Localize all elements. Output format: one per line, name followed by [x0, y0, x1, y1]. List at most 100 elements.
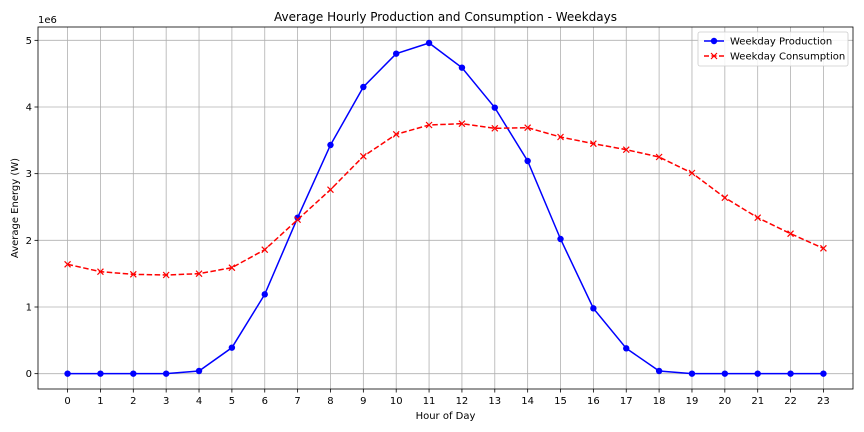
data-point — [820, 370, 827, 377]
y-tick-label: 3 — [26, 169, 32, 180]
data-point — [721, 194, 729, 202]
y-axis-label: Average Energy (W) — [10, 158, 21, 258]
data-point — [589, 140, 597, 148]
data-point — [754, 370, 761, 377]
data-point — [392, 130, 400, 138]
data-point — [655, 153, 663, 161]
data-point — [622, 146, 630, 154]
data-point — [458, 64, 466, 71]
x-tick-label: 6 — [262, 396, 268, 407]
data-point — [721, 370, 729, 377]
x-tick-label: 4 — [196, 396, 202, 407]
y-tick-label: 2 — [26, 236, 32, 247]
y-axis-offset-label: 1e6 — [38, 15, 57, 26]
x-tick-label: 9 — [360, 396, 366, 407]
y-tick-label: 0 — [26, 369, 32, 380]
data-point — [195, 367, 203, 375]
legend-item: Weekday Consumption — [704, 52, 845, 63]
x-tick-label: 15 — [554, 396, 567, 407]
data-point — [294, 216, 302, 224]
x-tick-label: 13 — [488, 396, 501, 407]
data-point — [524, 124, 532, 132]
data-point — [491, 104, 498, 111]
data-point — [754, 214, 762, 222]
data-point — [557, 133, 564, 141]
data-point — [590, 305, 597, 312]
data-point — [129, 270, 137, 278]
x-tick-label: 23 — [817, 396, 830, 407]
data-point — [557, 235, 564, 243]
x-tick-label: 17 — [620, 396, 633, 407]
y-axis-ticks: 0 1 2 3 4 5 — [26, 36, 38, 380]
data-point — [162, 370, 170, 377]
legend: Weekday Production Weekday Consumption — [697, 31, 849, 67]
data-point — [261, 246, 269, 254]
data-point — [327, 186, 334, 194]
x-tick-label: 3 — [163, 396, 169, 407]
data-point — [425, 121, 433, 129]
x-tick-label: 5 — [229, 396, 235, 407]
data-point — [261, 291, 268, 298]
x-tick-label: 14 — [521, 396, 534, 407]
data-point — [359, 152, 367, 160]
x-tick-label: 1 — [97, 396, 103, 407]
series-layer — [64, 39, 827, 377]
data-point — [97, 370, 104, 377]
series-line — [67, 42, 824, 375]
x-tick-label: 8 — [327, 396, 333, 407]
legend-label: Weekday Consumption — [730, 52, 845, 63]
legend-label: Weekday Production — [730, 37, 832, 48]
data-point — [97, 268, 104, 276]
series-production — [64, 39, 827, 377]
data-point — [195, 270, 203, 278]
data-point — [524, 157, 531, 165]
data-point — [294, 214, 301, 221]
x-axis-ticks: 0 1 2 3 4 5 6 7 8 9 10 11 12 13 14 15 16 17 18 19 20 21 22 23 — [64, 389, 830, 407]
series-line — [67, 122, 824, 276]
plot-frame — [37, 26, 854, 390]
legend-box — [697, 31, 849, 67]
legend-marker — [710, 37, 718, 45]
data-point — [688, 169, 696, 177]
y-tick-label: 1 — [26, 303, 32, 314]
data-point — [130, 370, 137, 377]
data-point — [655, 367, 663, 375]
data-point — [688, 370, 696, 377]
legend-marker — [710, 52, 718, 60]
data-point — [393, 50, 400, 57]
x-tick-label: 21 — [751, 396, 764, 407]
series-consumption — [64, 120, 827, 279]
grid-lines — [38, 27, 853, 389]
chart-title: Average Hourly Production and Consumptio… — [274, 10, 617, 24]
data-point — [491, 124, 499, 132]
data-point — [787, 370, 794, 377]
x-tick-label: 12 — [456, 396, 469, 407]
x-tick-label: 2 — [130, 396, 136, 407]
data-point — [623, 345, 630, 352]
x-tick-label: 11 — [423, 396, 436, 407]
x-tick-label: 20 — [718, 396, 731, 407]
data-point — [327, 141, 334, 149]
data-point — [162, 271, 170, 279]
x-tick-label: 16 — [587, 396, 600, 407]
x-tick-label: 19 — [686, 396, 699, 407]
data-point — [360, 83, 367, 91]
data-point — [64, 370, 71, 377]
data-point — [425, 39, 433, 47]
data-point — [819, 244, 827, 252]
x-axis-label: Hour of Day — [416, 411, 476, 422]
x-tick-label: 22 — [784, 396, 797, 407]
y-tick-label: 4 — [26, 103, 32, 114]
data-point — [787, 230, 794, 238]
legend-item: Weekday Production — [704, 37, 832, 48]
data-point — [228, 264, 236, 272]
x-tick-label: 7 — [294, 396, 300, 407]
x-tick-label: 0 — [64, 396, 70, 407]
x-tick-label: 10 — [390, 396, 403, 407]
data-point — [64, 260, 72, 268]
x-tick-label: 18 — [653, 396, 666, 407]
data-point — [458, 120, 466, 128]
y-tick-label: 5 — [26, 36, 32, 47]
